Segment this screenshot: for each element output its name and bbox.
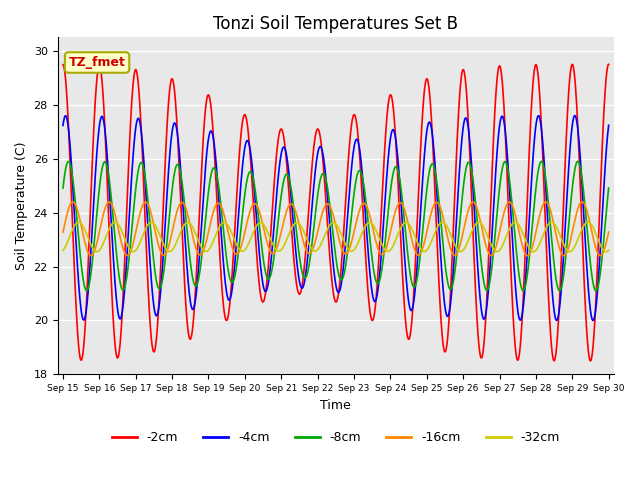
Y-axis label: Soil Temperature (C): Soil Temperature (C) bbox=[15, 142, 28, 270]
X-axis label: Time: Time bbox=[321, 399, 351, 412]
Title: Tonzi Soil Temperatures Set B: Tonzi Soil Temperatures Set B bbox=[213, 15, 458, 33]
Legend: -2cm, -4cm, -8cm, -16cm, -32cm: -2cm, -4cm, -8cm, -16cm, -32cm bbox=[107, 426, 565, 449]
Text: TZ_fmet: TZ_fmet bbox=[68, 56, 125, 69]
